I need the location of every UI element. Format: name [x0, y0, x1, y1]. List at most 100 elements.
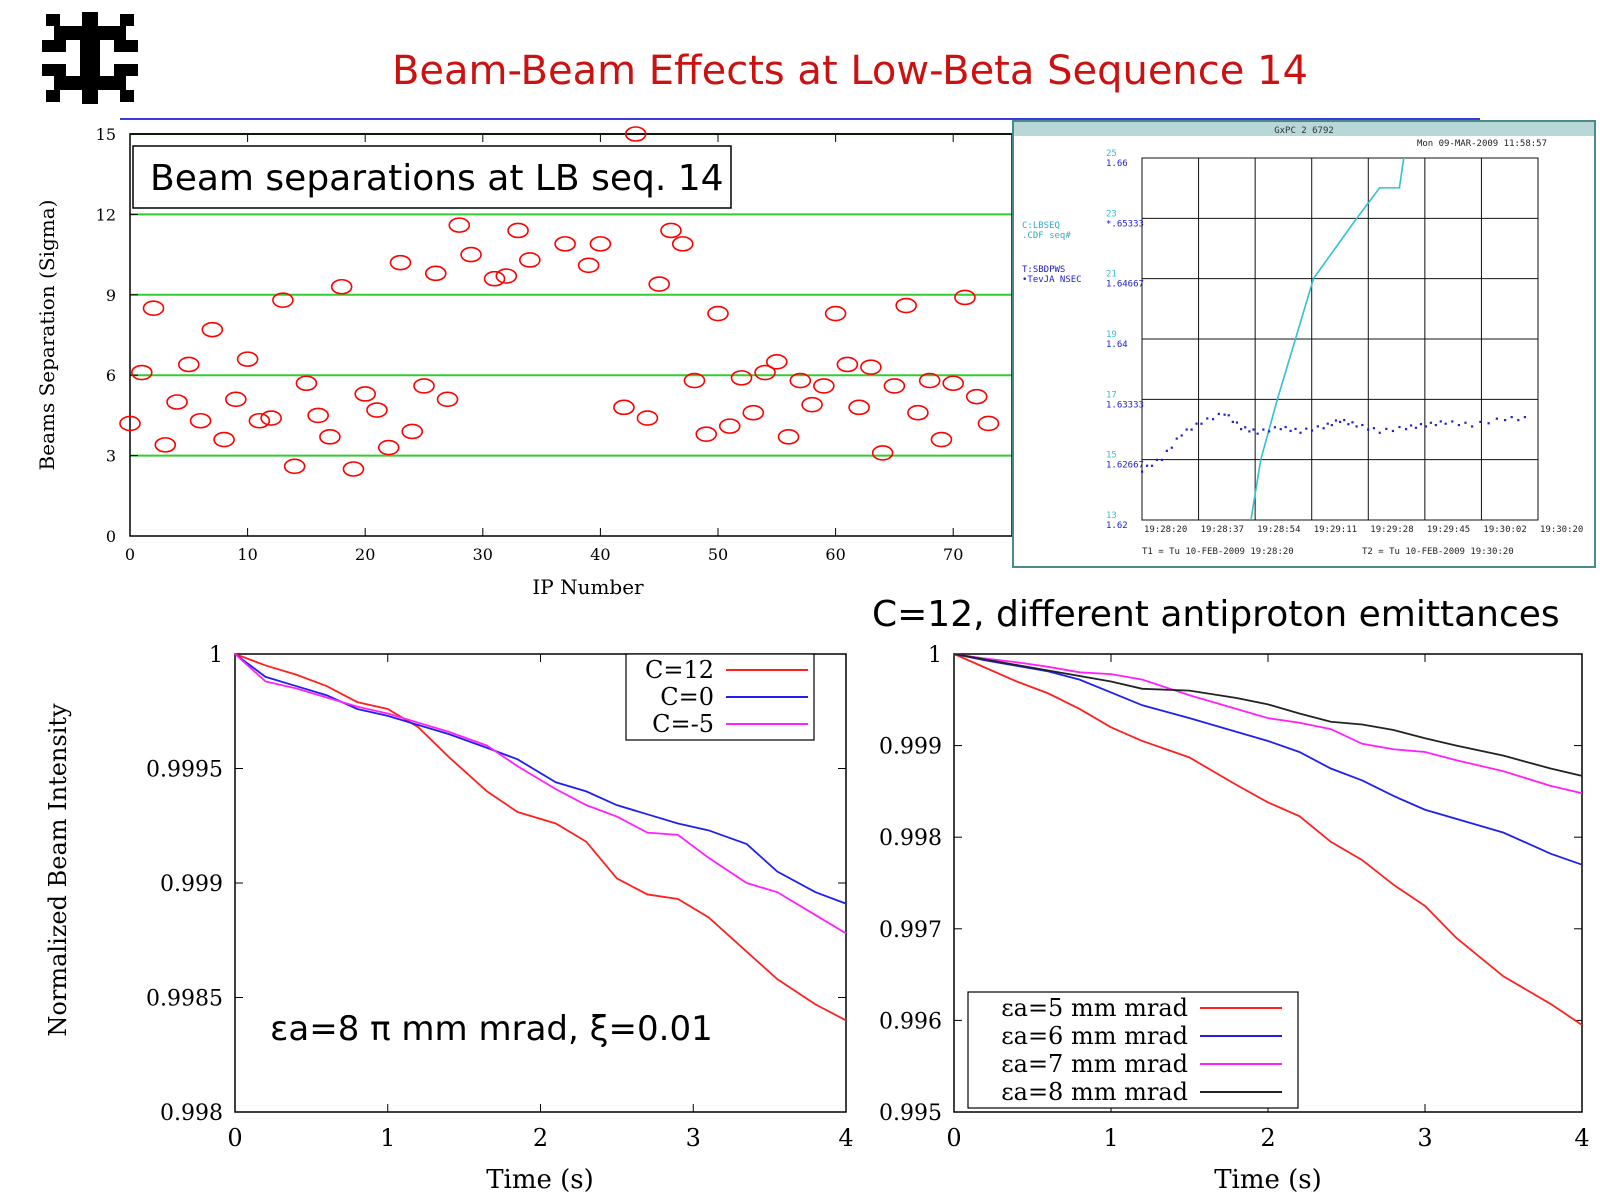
scope-blue-point [1240, 428, 1243, 431]
separation-point [777, 429, 800, 445]
c-scan-legend-label: C=0 [660, 683, 714, 711]
c-scan-legend-label: C=-5 [652, 710, 714, 738]
scope-blue-point [1217, 412, 1220, 416]
scope-axis-label-top: 23 [1106, 209, 1117, 219]
separation-point [166, 394, 188, 410]
separation-point [730, 370, 753, 386]
separation-point [742, 404, 765, 421]
emittance-xtick-label: 0 [946, 1124, 961, 1152]
emittance-series-line [953, 653, 1583, 1026]
scope-blue-point [1398, 425, 1401, 429]
separation-point [718, 418, 741, 434]
separation-points [119, 126, 1000, 477]
emittance-legend-label: εa=7 mm mrad [1001, 1050, 1188, 1078]
scope-blue-point [1405, 428, 1408, 431]
scope-axis-label-top: 13 [1106, 511, 1117, 521]
scope-blue-point [1155, 458, 1159, 461]
emittance-scan-chart: 0 1 2 3 4 1 0.999 0.998 0.997 0.996 0.995 εa=5 mm … [879, 643, 1590, 1195]
separation-point [295, 375, 318, 392]
separation-point [683, 372, 706, 389]
scope-blue-point [1429, 421, 1432, 424]
scope-cyan-trace [1250, 158, 1405, 520]
emittance-ytick-label: 0.997 [879, 918, 942, 943]
c-scan-ytick-label: 0.9995 [146, 758, 223, 783]
scope-grid [1141, 157, 1539, 521]
separation-ticks: 0 10 20 30 40 50 60 70 0 3 6 9 12 15 [96, 125, 964, 564]
c-scan-ytick-label: 1 [209, 643, 223, 668]
separation-point [860, 359, 882, 375]
separation-point [225, 391, 247, 408]
separation-xtick-label: 60 [825, 545, 845, 564]
scope-axis-label-bottom: 1.66 [1106, 159, 1128, 169]
scope-timestamp: Mon 09-MAR-2009 11:58:57 [1417, 139, 1547, 149]
scope-blue-point [1409, 424, 1413, 427]
separation-point [954, 289, 976, 306]
emittance-legend-label: εa=8 mm mrad [1001, 1078, 1188, 1106]
separation-xtick-label: 0 [125, 545, 135, 564]
scope-legend-2b: •TevJA NSEC [1022, 275, 1082, 285]
scope-blue-point [1284, 425, 1287, 429]
emittance-series [953, 653, 1583, 1026]
scope-axis-label-top: 19 [1106, 330, 1117, 340]
emittance-subtitle: C=12, different antiproton emittances [872, 594, 1560, 635]
scope-blue-point [1256, 432, 1259, 435]
scope-blue-point [1310, 429, 1314, 432]
scope-xtick-label: 19:30:02 [1483, 525, 1526, 535]
c-scan-ylabel: Normalized Beam Intensity [44, 703, 72, 1037]
scope-axis-label-bottom: 1.62 [1106, 521, 1128, 531]
scope-blue-point [1378, 431, 1381, 434]
c-scan-chart: 0 1 2 3 4 1 0.9995 0.999 0.9985 0.998 C=12C=0C=-5… [44, 643, 854, 1195]
separation-annotation-box [132, 145, 732, 209]
scope-blue-point [1206, 417, 1209, 420]
emittance-series-line [953, 653, 1583, 866]
scope-blue-point [1273, 426, 1277, 429]
separation-point [401, 423, 424, 440]
scope-blue-point [1339, 420, 1342, 424]
c-scan-xtick-label: 2 [533, 1124, 548, 1152]
scope-blue-point [1479, 420, 1482, 423]
separation-point [272, 292, 294, 308]
scope-t1-label: T1 = Tu 10-FEB-2009 19:28:20 [1142, 547, 1294, 557]
separation-point [554, 236, 576, 252]
separation-point [213, 431, 235, 448]
separation-point [765, 354, 788, 370]
scope-blue-point [1385, 427, 1388, 430]
c-scan-legend: C=12C=0C=-5 [625, 653, 815, 741]
scope-axis-labels: 251.66 23*.65333 211.64667 191.64 171.63333 1… [1106, 149, 1583, 535]
separation-point [142, 300, 165, 316]
emittance-ticks: 0 1 2 3 4 1 0.999 0.998 0.997 0.996 0.995 [879, 643, 1590, 1152]
scope-blue-point [1487, 422, 1490, 425]
separation-point [330, 278, 353, 295]
separation-point [201, 321, 224, 338]
scope-blue-point [1495, 417, 1498, 420]
scope-blue-point [1330, 423, 1333, 427]
separation-point [178, 356, 200, 373]
separation-xtick-label: 50 [708, 545, 728, 564]
separation-point [695, 426, 718, 442]
c-scan-ytick-label: 0.999 [160, 872, 223, 897]
separation-point [589, 236, 612, 252]
scope-blue-point [1294, 427, 1297, 430]
slide-title: Beam-Beam Effects at Low-Beta Sequence 1… [391, 48, 1308, 94]
separation-ytick-label: 3 [106, 447, 116, 466]
separation-ytick-label: 9 [106, 286, 116, 305]
scope-blue-point [1419, 423, 1423, 426]
scope-legend-1a: C:LBSEQ [1022, 221, 1060, 231]
scope-titlebar [1014, 122, 1594, 136]
scope-blue-point [1334, 419, 1338, 422]
scope-blue-point [1367, 428, 1370, 431]
scope-blue-point [1510, 416, 1513, 419]
scope-blue-point [1424, 425, 1427, 428]
separation-point [942, 375, 965, 392]
c-scan-xtick-label: 3 [686, 1124, 701, 1152]
separation-point [189, 412, 212, 429]
scope-blue-point [1150, 464, 1154, 467]
separation-xtick-label: 70 [943, 545, 963, 564]
scope-blue-point [1355, 425, 1358, 428]
emittance-legend-label: εa=6 mm mrad [1001, 1022, 1188, 1050]
separation-point [283, 458, 306, 475]
c-scan-series-line [234, 653, 847, 1022]
separation-point [236, 351, 259, 367]
scope-series [1141, 158, 1526, 520]
